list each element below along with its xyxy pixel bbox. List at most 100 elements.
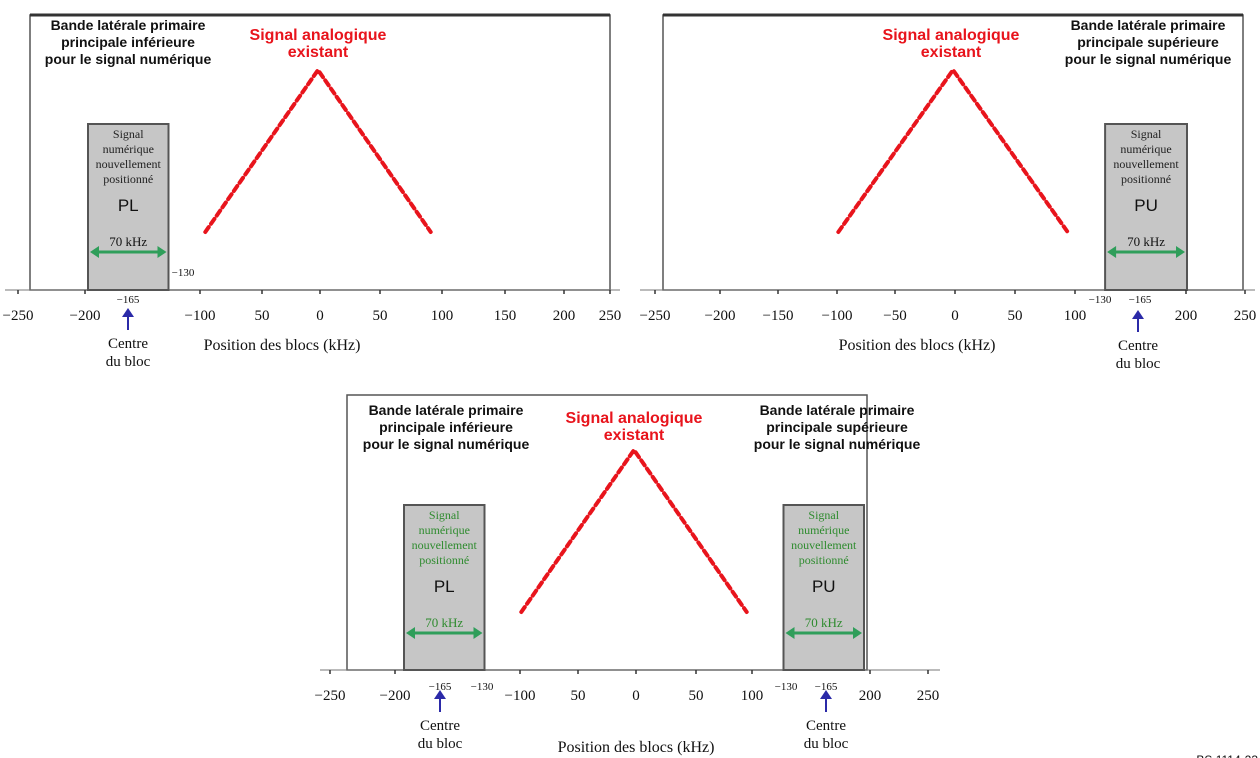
center-arrow-head [122,308,134,317]
sideband-label-line: principale inférieure [61,34,195,50]
sideband-label-line: pour le signal numérique [45,51,212,67]
block-text-line: numérique [103,142,154,156]
sideband-label-line: Bande latérale primaire [369,402,524,418]
tick-label: −100 [185,308,216,324]
block-text-line: nouvellement [1113,157,1179,171]
tick-label: 50 [571,688,586,704]
panel-bottom: SignalnumériquenouvellementpositionnéPL7… [315,394,940,756]
sideband-label-line: Bande latérale primaire [51,17,206,33]
center-label-line: Centre [108,336,148,352]
small-tick-label: −165 [429,681,452,693]
tick-label: 200 [553,308,576,324]
center-of-block-marker: Centre du bloc [418,690,463,752]
tick-label: 100 [741,688,764,704]
block-name: PU [812,577,836,596]
tick-label: −100 [505,688,536,704]
small-tick-label: −165 [1129,294,1152,306]
analog-label-line: Signal analogique [566,410,703,427]
tick-label: 0 [632,688,640,704]
center-label-line: du bloc [1116,356,1161,372]
block-text-line: numérique [419,523,470,537]
sideband-label-line: principale inférieure [379,419,513,435]
sideband-label-line: Bande latérale primaire [760,402,915,418]
analog-label-line: Signal analogique [883,27,1020,44]
analog-signal-triangle [836,66,1070,234]
sideband-label-line: pour le signal numérique [1065,51,1232,67]
tick-label: 200 [1175,308,1198,324]
tick-label: 100 [431,308,454,324]
tick-label: 50 [1008,308,1023,324]
width-arrow-left-head [406,627,415,639]
tick-label: −50 [883,308,906,324]
center-label-line: Centre [1118,338,1158,354]
block-name: PL [434,577,455,596]
tick-label: 50 [689,688,704,704]
block-text-line: Signal [429,508,460,522]
tick-label: 0 [951,308,959,324]
block-text-line: numérique [798,523,849,537]
tick-label: 250 [917,688,940,704]
block-text-line: Signal [808,508,839,522]
analog-label-line: Signal analogique [250,27,387,44]
center-label-line: Centre [806,718,846,734]
tick-label: −150 [763,308,794,324]
small-tick-label: −130 [1089,294,1112,306]
block-text-line: positionné [419,553,469,567]
small-tick-label: −165 [815,681,838,693]
small-tick-label: −130 [471,681,494,693]
axis-label: Position des blocs (kHz) [839,337,996,354]
tick-label: 250 [1234,308,1257,324]
center-arrow-head [1132,310,1144,319]
tick-label: 200 [859,688,882,704]
axis-label: Position des blocs (kHz) [204,337,361,354]
width-arrow-left-head [90,246,99,258]
block-text-line: Signal [1131,127,1162,141]
tick-label: −100 [822,308,853,324]
tick-label: −200 [380,688,411,704]
tick-label: 50 [373,308,388,324]
tick-label: 250 [599,308,622,324]
width-arrow-left-head [785,627,795,639]
block-rect [87,123,170,291]
center-label-line: du bloc [106,354,151,370]
block-text-line: nouvellement [791,538,857,552]
small-tick-label: −130 [775,681,798,693]
small-tick-label: −165 [117,294,140,306]
center-arrow-head [434,690,446,699]
analog-label-line: existant [288,44,349,61]
sideband-label-line: pour le signal numérique [754,436,921,452]
width-arrow-right-head [853,627,862,639]
center-label-line: du bloc [418,736,463,752]
block-name: PL [118,196,139,215]
tick-label: −200 [705,308,736,324]
width-label: 70 kHz [1127,234,1165,249]
width-arrow-right-head [1176,246,1185,258]
tick-label: −250 [640,308,671,324]
block-rect [1104,123,1188,291]
sideband-label-line: Bande latérale primaire [1071,17,1226,33]
width-label: 70 kHz [805,615,843,630]
analog-label-line: existant [604,427,665,444]
center-of-block-marker: Centre du bloc [1116,310,1161,372]
width-arrow-right-head [157,246,167,258]
axis-label: Position des blocs (kHz) [558,739,715,756]
width-label: 70 kHz [109,234,147,249]
block-text-line: nouvellement [412,538,478,552]
block-text-line: positionné [103,172,153,186]
center-of-block-marker: Centre du bloc [804,690,849,752]
tick-label: −200 [70,308,101,324]
tick-label: −250 [3,308,34,324]
analog-signal-triangle [519,446,749,614]
tick-label: 100 [1064,308,1087,324]
sideband-label-line: principale supérieure [766,419,908,435]
block-rect [403,504,486,671]
tick-label: 150 [494,308,517,324]
width-label: 70 kHz [425,615,463,630]
